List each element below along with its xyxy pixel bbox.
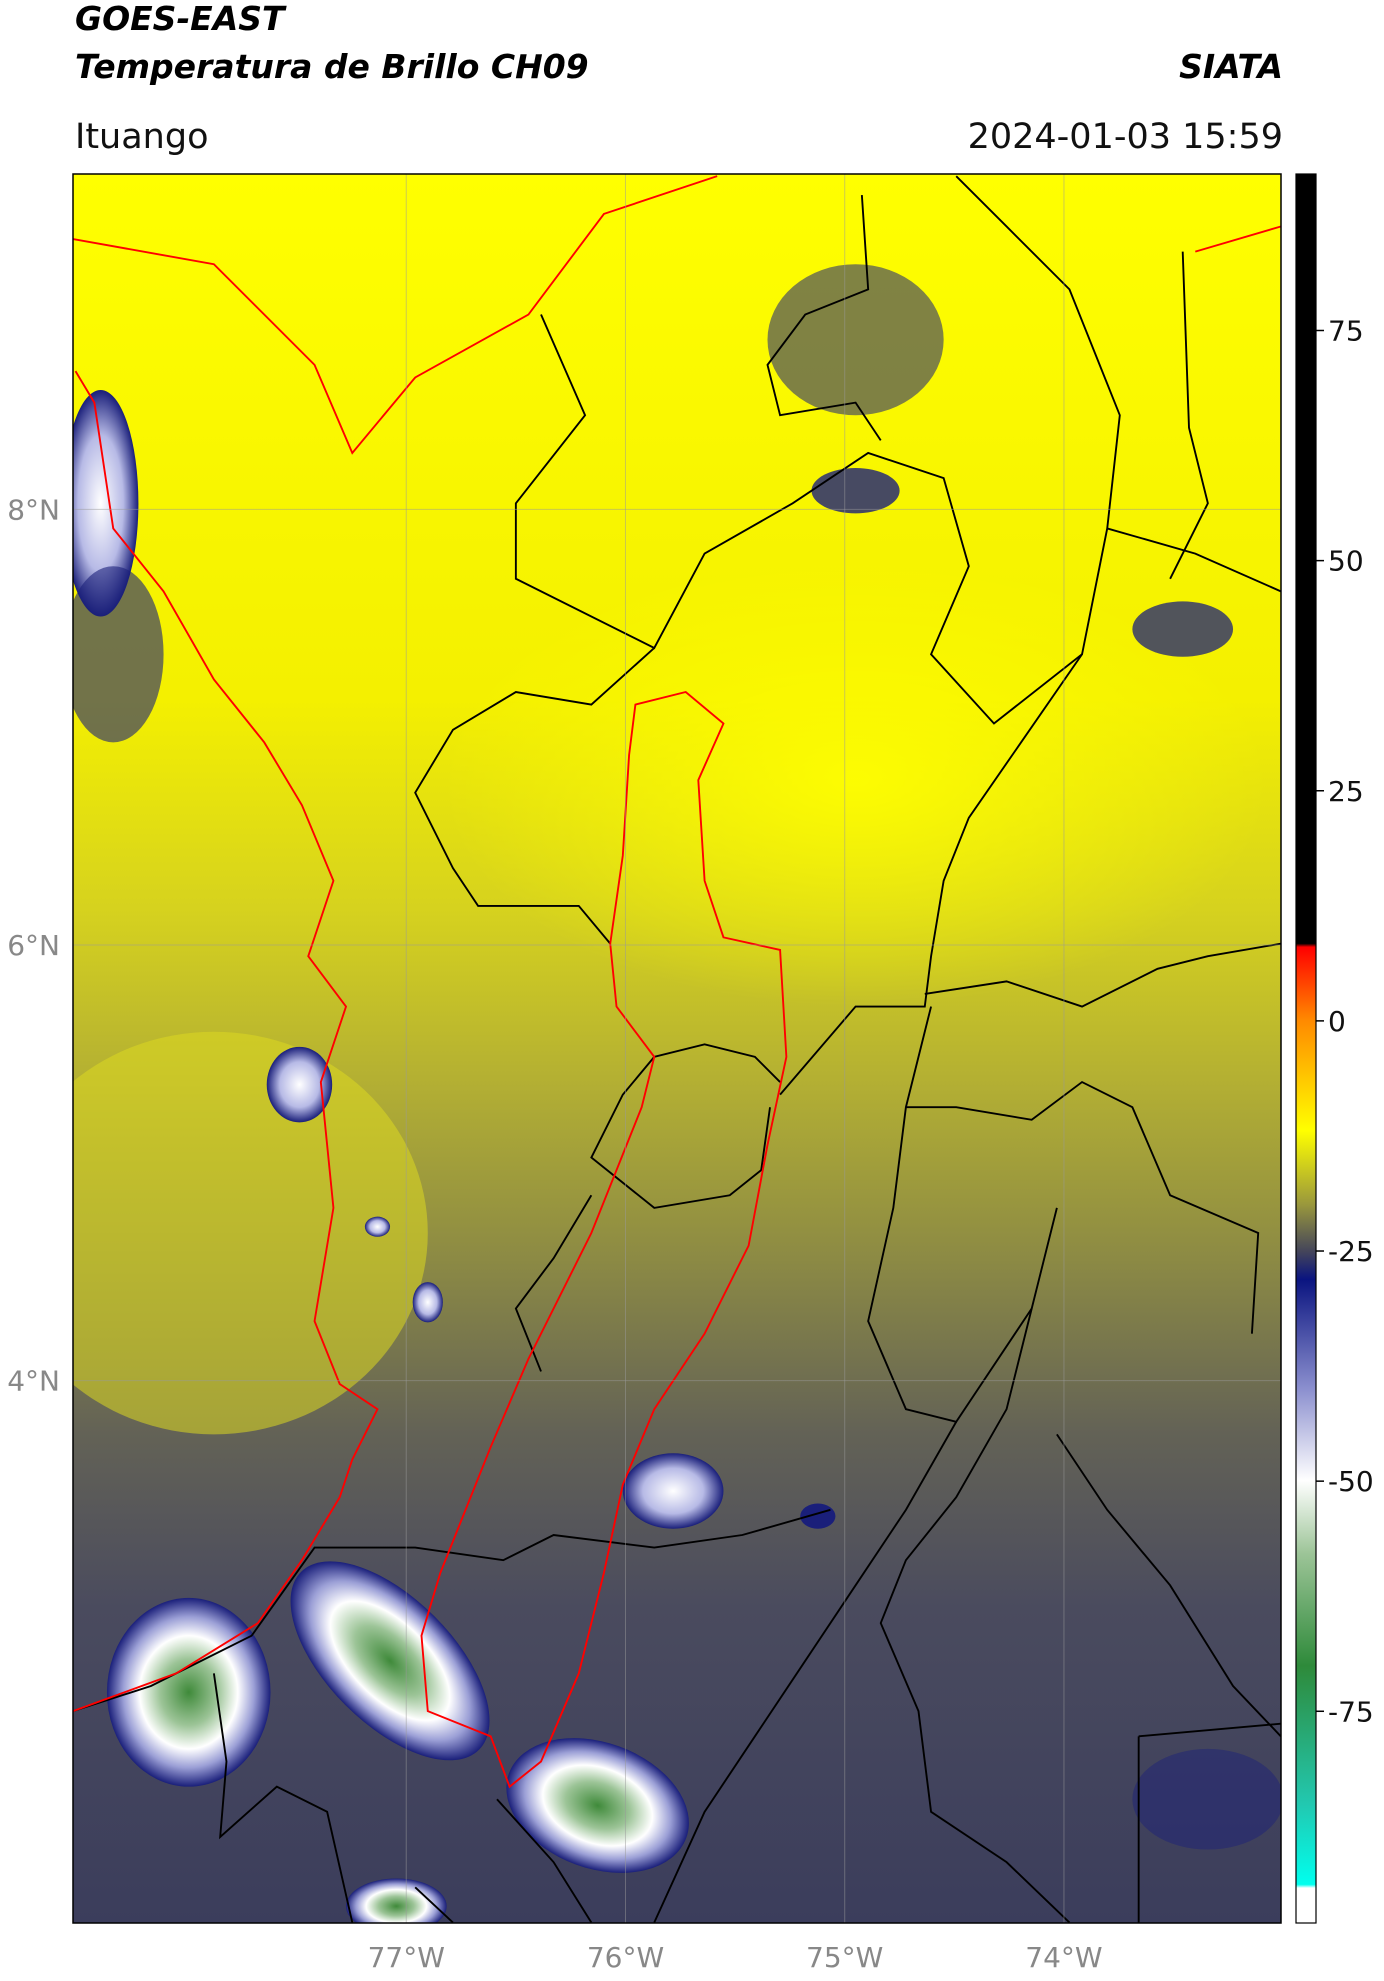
colorbar-tick-label: -75 [1328, 1695, 1374, 1728]
subtitle: Temperatura de Brillo CH09 [75, 47, 589, 86]
colorbar-tick-label: 0 [1328, 1005, 1346, 1038]
map [73, 174, 1281, 1923]
colorbar-tick-label: -50 [1328, 1465, 1374, 1498]
title: GOES-EAST [75, 0, 287, 38]
grid [73, 174, 1281, 1923]
colorbar-tick-label: -25 [1328, 1235, 1374, 1268]
datetime: 2024-01-03 15:59 [968, 117, 1283, 157]
source: SIATA [1179, 47, 1283, 86]
x-tick-label: 77°W [368, 1941, 445, 1974]
x-tick-label: 74°W [1025, 1941, 1102, 1974]
colorbar [1295, 173, 1317, 1924]
y-tick-label: 6°N [7, 929, 60, 962]
colorbar-tick-label: 50 [1328, 545, 1364, 578]
colorbar-tick-label: 75 [1328, 314, 1364, 347]
y-tick-label: 8°N [7, 493, 60, 526]
map-features [73, 175, 1281, 1923]
colorbar-tick-label: 25 [1328, 775, 1364, 808]
region: Ituango [75, 117, 209, 157]
map-frame [72, 173, 1282, 1924]
x-tick-label: 75°W [806, 1941, 883, 1974]
x-tick-label: 76°W [587, 1941, 664, 1974]
y-tick-label: 4°N [7, 1365, 60, 1398]
